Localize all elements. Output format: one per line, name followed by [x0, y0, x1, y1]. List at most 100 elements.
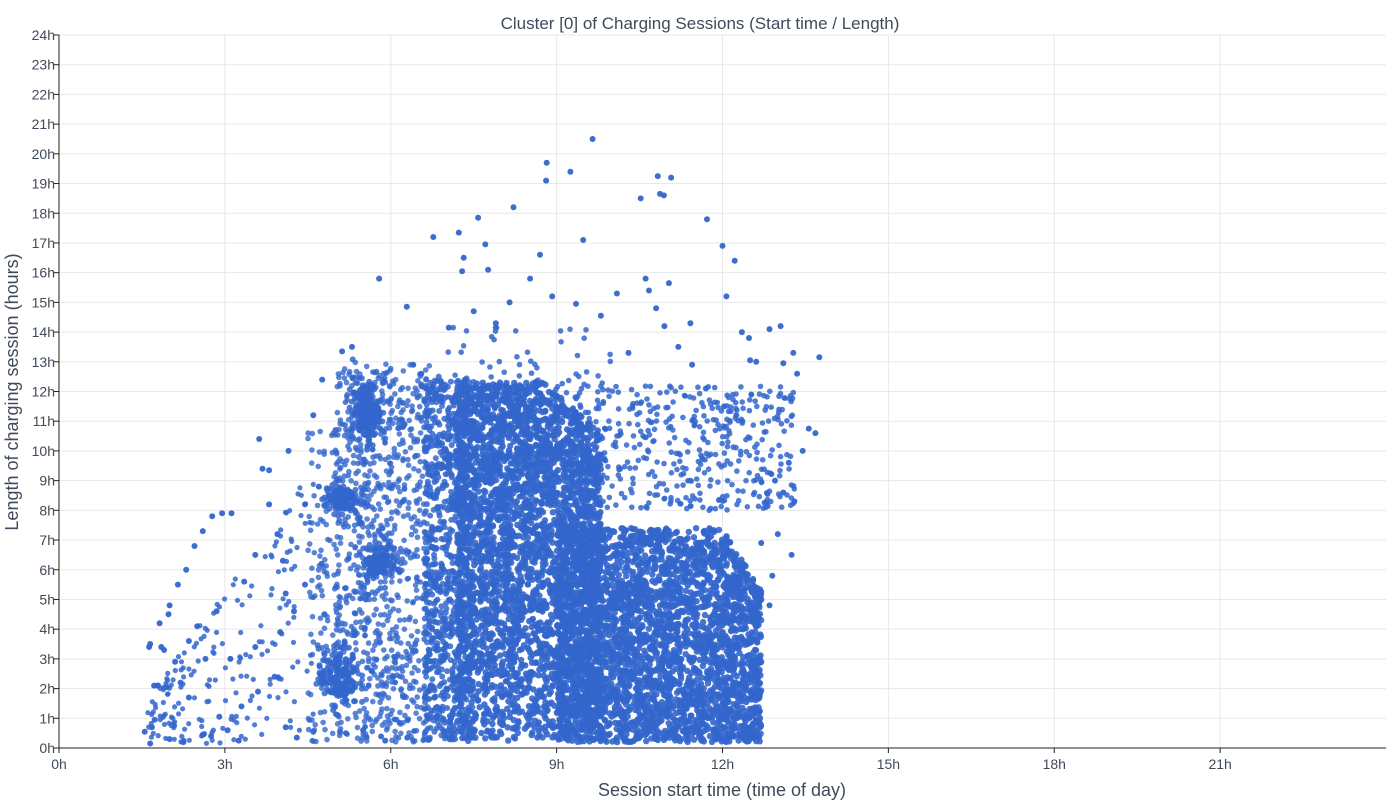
- scatter-point: [496, 467, 503, 474]
- scatter-point: [527, 721, 535, 728]
- scatter-point: [489, 522, 496, 529]
- scatter-point: [474, 410, 482, 417]
- scatter-point: [572, 516, 579, 523]
- scatter-point: [486, 651, 493, 658]
- scatter-point: [518, 518, 526, 525]
- scatter-point: [480, 718, 487, 725]
- scatter-point: [476, 704, 483, 711]
- scatter-point: [499, 573, 506, 580]
- scatter-point: [549, 630, 556, 638]
- scatter-point: [507, 659, 515, 666]
- scatter-point: [567, 477, 575, 484]
- scatter-point: [505, 519, 512, 526]
- scatter-point: [537, 725, 545, 732]
- scatter-point: [540, 672, 547, 679]
- scatter-point: [539, 508, 547, 516]
- scatter-point: [537, 435, 544, 443]
- scatter-point: [526, 678, 533, 685]
- scatter-point: [505, 570, 512, 577]
- scatter-point: [531, 697, 538, 704]
- scatter-point: [514, 608, 521, 615]
- scatter-point: [518, 577, 525, 584]
- scatter-point: [525, 540, 532, 547]
- scatter-point: [481, 586, 488, 594]
- scatter-point: [542, 715, 549, 722]
- scatter-point: [481, 683, 489, 691]
- scatter-point: [514, 409, 521, 416]
- scatter-point: [542, 662, 549, 670]
- scatter-point: [552, 425, 559, 433]
- scatter-point: [475, 521, 482, 528]
- scatter-point: [511, 597, 518, 604]
- scatter-point: [477, 595, 484, 603]
- scatter-point: [571, 442, 578, 450]
- scatter-point: [507, 626, 514, 634]
- scatter-point: [504, 691, 512, 698]
- scatter-point: [676, 680, 683, 687]
- scatter-point: [496, 588, 503, 595]
- scatter-point: [475, 680, 482, 688]
- scatter-point: [517, 656, 525, 664]
- scatter-point: [479, 555, 486, 562]
- scatter-point: [541, 625, 548, 632]
- scatter-point: [496, 728, 504, 735]
- scatter-point: [540, 640, 547, 647]
- scatter-point: [521, 432, 528, 439]
- scatter-point: [507, 673, 514, 680]
- scatter-point: [539, 734, 546, 741]
- scatter-point: [495, 551, 502, 558]
- scatter-point: [567, 415, 575, 422]
- scatter-point: [485, 514, 492, 521]
- scatter-point: [533, 429, 540, 437]
- scatter-point: [528, 617, 536, 624]
- scatter-point: [503, 552, 511, 559]
- scatter-point: [488, 500, 495, 507]
- scatter-point: [577, 439, 585, 446]
- scatter-point: [511, 614, 518, 621]
- scatter-point: [525, 711, 532, 719]
- scatter-point: [472, 715, 479, 722]
- scatter-point: [543, 543, 551, 551]
- scatter-point: [498, 619, 505, 626]
- scatter-point: [521, 725, 529, 732]
- scatter-point: [491, 698, 498, 705]
- scatter-point: [580, 520, 588, 527]
- scatter-point: [568, 430, 575, 437]
- scatter-point: [529, 529, 536, 536]
- scatter-point: [481, 710, 489, 717]
- scatter-point: [493, 734, 501, 741]
- scatter-point: [565, 686, 572, 694]
- scatter-point: [514, 565, 521, 572]
- scatter-point: [690, 534, 698, 541]
- scatter-point: [511, 707, 519, 714]
- scatter-point: [498, 406, 505, 414]
- scatter-point: [513, 589, 520, 596]
- scatter-point: [505, 615, 512, 623]
- scatter-point: [537, 619, 544, 626]
- scatter-point: [513, 554, 521, 562]
- scatter-point: [534, 637, 541, 644]
- scatter-point: [548, 550, 555, 557]
- scatter-point: [692, 525, 700, 532]
- scatter-point: [525, 517, 532, 524]
- scatter-point: [502, 589, 509, 597]
- scatter-point: [685, 528, 692, 536]
- scatter-point: [523, 593, 530, 601]
- scatter-point: [555, 478, 562, 485]
- scatter-point: [486, 611, 493, 618]
- scatter-point: [524, 581, 531, 588]
- scatter-point: [499, 720, 506, 727]
- scatter-point: [536, 687, 543, 694]
- scatter-point: [549, 470, 556, 478]
- scatter-point: [540, 555, 547, 562]
- scatter-point: [593, 456, 600, 463]
- scatter-point: [507, 498, 514, 505]
- scatter-point: [511, 532, 518, 540]
- scatter-point: [560, 484, 568, 491]
- scatter-point: [543, 435, 550, 442]
- scatter-point: [512, 621, 519, 628]
- scatter-point: [683, 737, 690, 744]
- scatter-point: [501, 540, 508, 547]
